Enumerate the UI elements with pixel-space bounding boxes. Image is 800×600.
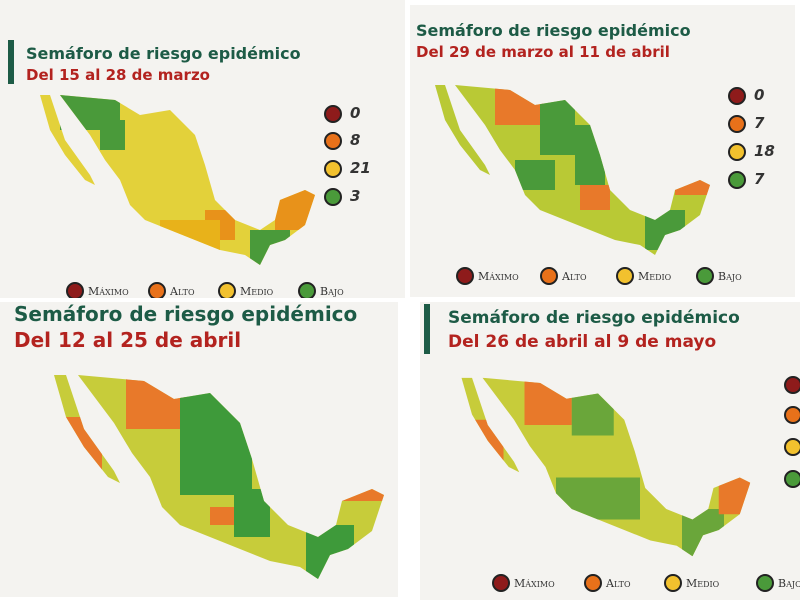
subtitle: Del 12 al 25 de abril	[14, 328, 242, 352]
icon	[148, 282, 166, 298]
count: 0	[754, 86, 765, 104]
count: 7	[754, 170, 765, 188]
icon	[324, 132, 342, 150]
icon	[756, 574, 774, 592]
count: 7	[754, 114, 765, 132]
icon	[728, 171, 746, 189]
icon	[492, 574, 510, 592]
icon	[540, 267, 558, 285]
icon	[584, 574, 602, 592]
legend-label: Bajo	[778, 577, 800, 590]
icon	[784, 406, 800, 424]
count: 0	[350, 104, 361, 122]
count: 8	[350, 131, 361, 149]
subtitle: Del 26 de abril al 9 de mayo	[448, 332, 717, 352]
map	[461, 377, 751, 557]
icon	[784, 376, 800, 394]
icon	[324, 188, 342, 206]
legend-label: Medio	[686, 577, 720, 590]
legend-label: Alto	[562, 270, 587, 283]
map	[54, 375, 384, 579]
legend-label: Alto	[170, 285, 195, 298]
title: Semáforo de riesgo epidémico	[448, 308, 740, 328]
legend-label: Medio	[638, 270, 672, 283]
panel: Semáforo de riesgo epidémico Del 15 al 2…	[0, 0, 405, 298]
legend-label: Bajo	[718, 270, 742, 283]
panel: Semáforo de riesgo epidémico Del 26 de a…	[420, 302, 800, 600]
map	[435, 85, 710, 255]
count: 21	[350, 159, 371, 177]
icon	[298, 282, 316, 298]
title: Semáforo de riesgo epidémico	[26, 44, 301, 63]
legend-label: Máximo	[478, 270, 519, 283]
icon	[456, 267, 474, 285]
legend-label: Alto	[606, 577, 631, 590]
icon	[728, 143, 746, 161]
icon	[66, 282, 84, 298]
icon	[664, 574, 682, 592]
legend-label: Medio	[240, 285, 274, 298]
legend-label: Máximo	[88, 285, 129, 298]
icon	[324, 160, 342, 178]
icon	[728, 115, 746, 133]
map	[40, 95, 315, 265]
icon	[696, 267, 714, 285]
subtitle: Del 15 al 28 de marzo	[26, 66, 210, 84]
panel: Semáforo de riesgo epidémico Del 12 al 2…	[0, 302, 398, 597]
icon	[218, 282, 236, 298]
accent-bar	[8, 40, 14, 84]
icon	[324, 105, 342, 123]
count: 3	[350, 187, 361, 205]
legend-label: Bajo	[320, 285, 344, 298]
icon	[728, 87, 746, 105]
title: Semáforo de riesgo epidémico	[416, 21, 691, 40]
panel: Semáforo de riesgo epidémico Del 29 de m…	[410, 5, 795, 297]
title: Semáforo de riesgo epidémico	[14, 302, 358, 326]
icon	[784, 438, 800, 456]
subtitle: Del 29 de marzo al 11 de abril	[416, 43, 670, 61]
accent-bar	[424, 304, 430, 354]
legend-label: Máximo	[514, 577, 555, 590]
icon	[616, 267, 634, 285]
icon	[784, 470, 800, 488]
count: 18	[754, 142, 775, 160]
